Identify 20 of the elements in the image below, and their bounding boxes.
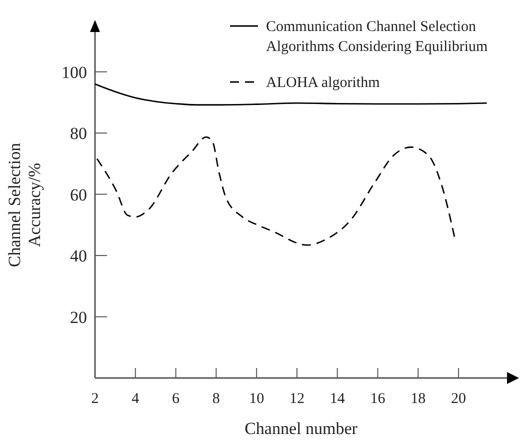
- x-tick-label: 16: [370, 391, 386, 407]
- x-tick-label: 12: [289, 391, 304, 407]
- x-axis-title: Channel number: [244, 419, 358, 438]
- x-tick-label: 20: [451, 391, 466, 407]
- x-tick-label: 4: [132, 391, 140, 407]
- x-tick-label: 18: [410, 391, 426, 407]
- x-tick-label: 6: [172, 391, 180, 407]
- y-tick-label: 60: [70, 185, 87, 204]
- legend-label: Communication Channel Selection Algorithms Considering Equilibrium: [266, 19, 488, 55]
- legend-label: ALOHA algorithm: [266, 75, 380, 91]
- y-tick-label: 20: [70, 308, 87, 327]
- x-tick-label: 2: [91, 391, 99, 407]
- x-tick-label: 10: [249, 391, 264, 407]
- y-tick-label: 80: [70, 124, 87, 144]
- x-tick-label: 8: [212, 391, 220, 407]
- x-tick-label: 14: [330, 391, 346, 407]
- y-tick-label: 100: [62, 62, 87, 82]
- line-series: [96, 136, 456, 246]
- y-axis-title: Channel Selection Accuracy/%: [5, 142, 44, 268]
- y-tick-label: 40: [70, 246, 87, 266]
